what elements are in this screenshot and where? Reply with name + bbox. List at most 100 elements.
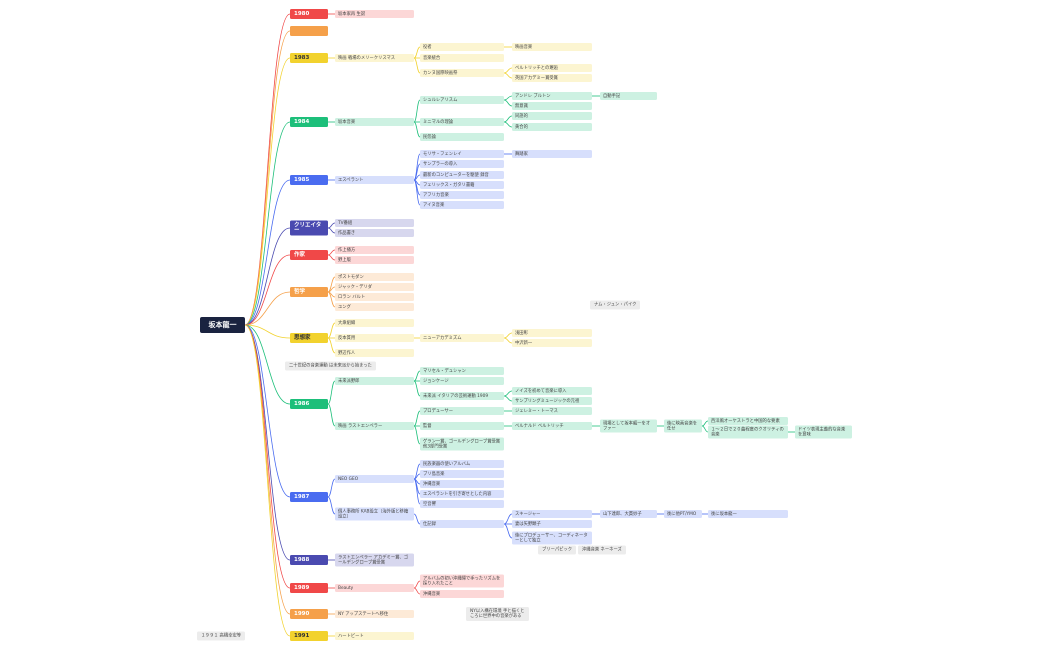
branch-node: 1987 — [290, 492, 328, 502]
topic-node: ジェレミー・トーマス — [512, 407, 592, 415]
connector — [327, 249, 336, 256]
topic-node: 中沢新一 — [512, 339, 592, 347]
topic-node: フェリックス・ガタリ書籍 — [420, 181, 504, 189]
connector — [244, 324, 291, 498]
branch-node: 1988 — [290, 555, 328, 565]
floating-note: ナム・ジュン・パイク — [590, 300, 641, 310]
topic-node: ポストモダン — [335, 273, 414, 281]
topic-node: 大衆組織 — [335, 319, 414, 327]
connector — [503, 67, 513, 74]
connector — [244, 121, 291, 326]
topic-node: ハートビート — [335, 632, 414, 640]
topic-node: サンプリングミュージックの元祖 — [512, 397, 592, 405]
topic-node: 後に映画音楽を任せ — [664, 419, 702, 433]
topic-node: モリサ・フェンレイ — [420, 150, 504, 158]
branch-node: 思想家 — [290, 333, 328, 343]
topic-node: 坂本家再 生誕 — [335, 10, 414, 18]
connector — [503, 99, 513, 107]
topic-node: アンドレ ブルトン — [512, 92, 592, 100]
topic-node: アフリカ音楽 — [420, 191, 504, 199]
topic-node: スキージャー — [512, 510, 592, 518]
topic-node: 黄合的 — [512, 123, 592, 131]
topic-node: プロデューサー — [420, 407, 504, 415]
connector — [503, 115, 513, 123]
connector — [244, 30, 291, 326]
floating-note: 二十世紀の音楽運動 は未来派から始まった — [285, 361, 376, 371]
topic-node: 野辺作人 — [335, 349, 414, 357]
topic-node: 浅田彰 — [512, 329, 592, 337]
connector — [413, 121, 421, 138]
topic-node: 妻は矢野顕子 — [512, 520, 592, 528]
branch-node: 1989 — [290, 583, 328, 593]
connector — [503, 513, 513, 525]
topic-node: ミニマルの理論 — [420, 118, 504, 126]
connector — [244, 13, 291, 326]
branch-node: クリエイター — [290, 220, 328, 236]
topic-node: 山下達郎、大貫妙子 — [600, 510, 657, 518]
connector — [327, 291, 336, 308]
topic-node: マリセル・デュシャン — [420, 367, 504, 375]
connector — [244, 324, 291, 637]
topic-node: 監督 — [420, 422, 504, 430]
connector — [327, 322, 336, 339]
topic-node: TV番組 — [335, 219, 414, 227]
branch-node: 1991 — [290, 631, 328, 641]
topic-node: 映画 戦場のメリークリスマス — [335, 54, 414, 62]
topic-node: ニューアカデミズム — [420, 334, 504, 342]
connector — [413, 57, 421, 74]
topic-node: ジョンケージ — [420, 377, 504, 385]
topic-node: 後に坂本龍一 — [708, 510, 788, 518]
topic-node: カンヌ国際映画祭 — [420, 69, 504, 77]
topic-node: 野上版 — [335, 256, 414, 264]
connector — [244, 227, 291, 326]
connector — [244, 324, 291, 615]
branch-node: 哲学 — [290, 287, 328, 297]
connector — [503, 121, 513, 128]
connector — [327, 227, 336, 234]
topic-node: ドイツ表現主義的な音楽を意味 — [795, 425, 852, 439]
topic-node: 反本質用 — [335, 334, 414, 342]
topic-node: 西洋風オーケストラと中国的な要素 — [708, 417, 788, 425]
connector — [413, 380, 421, 397]
topic-node: 自動手記 — [600, 92, 657, 100]
floating-note: NY以入構在環境 手と描くところに世界中の音楽がある — [466, 607, 529, 621]
connector — [413, 410, 421, 427]
topic-node: ユング — [335, 303, 414, 311]
branch-node: 1983 — [290, 53, 328, 63]
topic-node: 映画音楽 — [512, 43, 592, 51]
connector — [327, 478, 336, 498]
connector — [413, 513, 421, 525]
connector — [327, 496, 336, 515]
connector — [327, 403, 336, 427]
topic-node: 役者 — [420, 43, 504, 51]
branch-node: 1985 — [290, 175, 328, 185]
connector — [413, 587, 421, 595]
topic-node: 英国アカデミー賞受賞 — [512, 74, 592, 82]
branch-node: 1990 — [290, 609, 328, 619]
connector — [701, 425, 709, 433]
connector — [244, 254, 291, 326]
connector — [503, 390, 513, 397]
topic-node: 舞踏家 — [512, 150, 592, 158]
connector — [413, 99, 421, 123]
topic-node: ゲラン一賞、ゴールデングローブ賞受賞 他3部門受賞 — [420, 437, 504, 451]
connector — [244, 179, 291, 326]
branch-node — [290, 26, 328, 36]
topic-node: ベルナルド ベルトリッチ — [512, 422, 592, 430]
topic-node: ノイズを初めて音楽に導入 — [512, 387, 592, 395]
connector — [503, 72, 513, 79]
topic-node: １～２日で２０曲程度のクオリティの音楽 — [708, 425, 788, 439]
branch-node: 作家 — [290, 250, 328, 260]
floating-note: 沖縄音楽 ネーネーズ — [578, 545, 626, 555]
connector — [503, 523, 513, 539]
topic-node: 後にプロデューサー、コーディネーターとして独立 — [512, 531, 592, 545]
connector — [413, 478, 421, 505]
connector — [244, 324, 291, 561]
topic-node: NEO GEO — [335, 475, 414, 483]
connector — [327, 337, 336, 354]
topic-node: シュルレアリスム — [420, 96, 504, 104]
topic-node: 音楽統合 — [420, 54, 504, 62]
floating-note: ブリーパピック — [538, 545, 577, 555]
